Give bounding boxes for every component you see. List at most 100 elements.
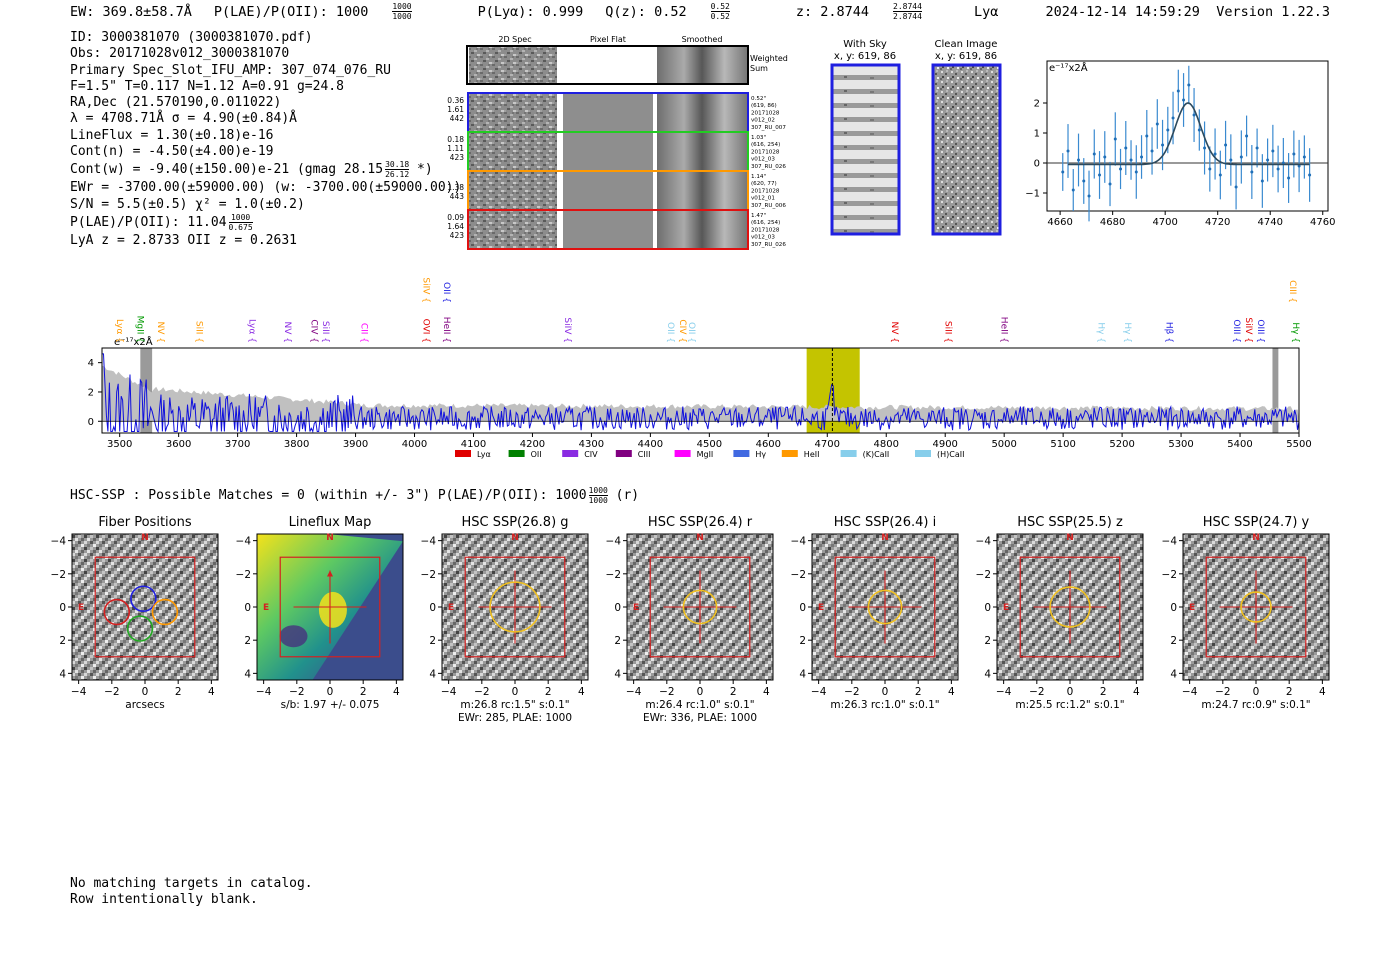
spectral-line-label: CIV { — [677, 319, 687, 343]
arrow-icon — [327, 570, 333, 577]
thumbnail-caption: s/b: 1.97 +/- 0.075 — [281, 699, 380, 711]
x-tick-label: 3500 — [107, 439, 132, 450]
y-tick-label: −4 — [236, 536, 252, 548]
x-tick-label: 4 — [1319, 686, 1326, 698]
cutout-pixel-flat — [563, 133, 653, 170]
y-tick-label: 2 — [429, 635, 436, 647]
timestamp: 2024-12-14 14:59:29 — [1045, 4, 1200, 20]
east-label: E — [78, 603, 84, 613]
data-point — [1176, 89, 1180, 93]
y-tick-label: 2 — [799, 635, 806, 647]
y-tick-label: 4 — [1170, 668, 1177, 680]
hsc-summary: HSC-SSP : Possible Matches = 0 (within +… — [70, 486, 640, 505]
data-point — [1071, 188, 1075, 192]
data-point — [1134, 170, 1138, 174]
cutout-col-title: Pixel Flat — [590, 35, 626, 44]
thumbnail: Lineflux Map N E −4 4 −2 2 0 0 2 −2 4 −4 s/b: 1.97 +/… — [236, 515, 404, 711]
thumbnail-caption: EWr: 336, PLAE: 1000 — [643, 712, 757, 724]
thumbnail-title: HSC SSP(24.7) y — [1203, 515, 1310, 530]
source-ring — [1240, 591, 1272, 623]
x-tick-label: −2 — [104, 686, 119, 698]
data-point — [1082, 179, 1086, 183]
x-tick-label: 2 — [1286, 686, 1293, 698]
info-contw: Cont(w) = -9.40(±150.00)e-21 (gmag 28.15… — [70, 160, 433, 180]
y-tick-label: 0 — [1034, 159, 1040, 170]
x-tick-label: 4700 — [815, 439, 840, 450]
line-fit-ylabel: e⁻¹⁷x2Å — [1049, 61, 1088, 74]
qz-value: Q(z): 0.52 0.52 0.52 — [605, 2, 730, 21]
x-tick-label: −4 — [441, 686, 457, 698]
x-tick-label: 4500 — [697, 439, 722, 450]
data-point — [1234, 185, 1238, 189]
y-tick-label: 4 — [429, 668, 436, 680]
thumbnails: Fiber Positions N E −4 4 −2 2 0 0 2 −2 4 −4 arcsecs Li… — [51, 515, 1330, 724]
spectral-line-label: SiII { — [193, 321, 203, 343]
y-tick-label: 2 — [614, 635, 621, 647]
x-tick-label: −4 — [811, 686, 827, 698]
x-tick-label: 0 — [327, 686, 334, 698]
y-tick-label: −2 — [976, 569, 991, 581]
hsc-matches: HSC-SSP : Possible Matches = 0 (within +… — [70, 488, 587, 503]
data-point — [1292, 152, 1296, 156]
x-tick-label: 5200 — [1109, 439, 1134, 450]
legend-swatch — [455, 450, 471, 457]
cutout-row-stat: 1.61 — [447, 105, 464, 114]
y-tick-label: −4 — [791, 536, 807, 548]
x-tick-label: 4700 — [1152, 217, 1177, 228]
cutout-row-meta: (619, 86) — [751, 103, 777, 109]
footer-note: No matching targets in catalog. Row inten… — [70, 876, 313, 908]
spectral-line-label: Hβ { — [1163, 322, 1173, 343]
data-point — [1161, 143, 1165, 147]
cutout-row-meta: (620, 77) — [751, 181, 777, 187]
legend-label: MgII — [697, 450, 714, 459]
legend-label: CIII — [638, 450, 651, 459]
y-tick-label: 2 — [59, 635, 66, 647]
source-ring — [489, 581, 541, 633]
legend-label: (K)CaII — [863, 450, 890, 459]
header-meta: 2024-12-14 14:59:29 Version 1.22.3 — [1046, 4, 1331, 20]
north-label: N — [326, 533, 334, 543]
y-tick-label: 4 — [88, 358, 94, 369]
clean-image-title: Clean Image — [935, 39, 998, 50]
x-tick-label: −4 — [626, 686, 642, 698]
spectral-line-label: SiII { — [942, 321, 952, 343]
cutout-col-title: Smoothed — [682, 35, 723, 44]
spectral-line-label: OVI { — [420, 319, 430, 343]
cutout-row-stat: 0.18 — [447, 135, 464, 144]
legend-swatch — [781, 450, 798, 457]
legend-label: CIV — [584, 450, 598, 459]
flux-line — [102, 353, 1300, 434]
y-tick-label: 0 — [88, 417, 94, 428]
cutout-row-stat: 0.36 — [447, 96, 464, 105]
data-point — [1119, 167, 1123, 171]
data-point — [1239, 155, 1243, 159]
aperture-box — [1205, 556, 1307, 658]
plya-value: P(Lyα): 0.999 — [477, 3, 584, 20]
info-ewr: EWr = -3700.00(±59000.00) (w: -3700.00(±… — [70, 180, 462, 196]
source-ring — [682, 589, 718, 625]
aperture-box — [464, 556, 566, 658]
spectral-line-label: Lyα { — [114, 319, 124, 343]
data-point — [1229, 158, 1233, 162]
data-point — [1061, 170, 1065, 174]
cutout-row-stat: 423 — [450, 153, 465, 162]
data-point — [1208, 167, 1212, 171]
cutout-2d-spec — [469, 133, 557, 170]
aperture-box — [94, 556, 196, 658]
x-tick-label: −2 — [1029, 686, 1044, 698]
y-tick-label: 0 — [1170, 602, 1177, 614]
cutout-row-meta: (616, 254) — [751, 142, 780, 148]
x-tick-label: 2 — [730, 686, 737, 698]
info-params: F=1.5" T=0.117 N=1.12 A=0.91 g=24.8 — [70, 78, 344, 94]
y-tick-label: −1 — [1025, 189, 1040, 200]
cutout-pixel-flat — [563, 172, 653, 209]
cutout-row-meta: 307_RU_026 — [751, 164, 786, 170]
x-tick-label: 4400 — [638, 439, 663, 450]
spectral-line-label: Lyα { — [247, 319, 257, 343]
info-wave: λ = 4708.71Å σ = 4.90(±0.84)Å — [70, 111, 297, 127]
data-point — [1108, 182, 1112, 186]
x-tick-label: 2 — [915, 686, 922, 698]
cutout-row-meta: 1.03" — [751, 135, 766, 141]
x-tick-label: −2 — [1215, 686, 1230, 698]
